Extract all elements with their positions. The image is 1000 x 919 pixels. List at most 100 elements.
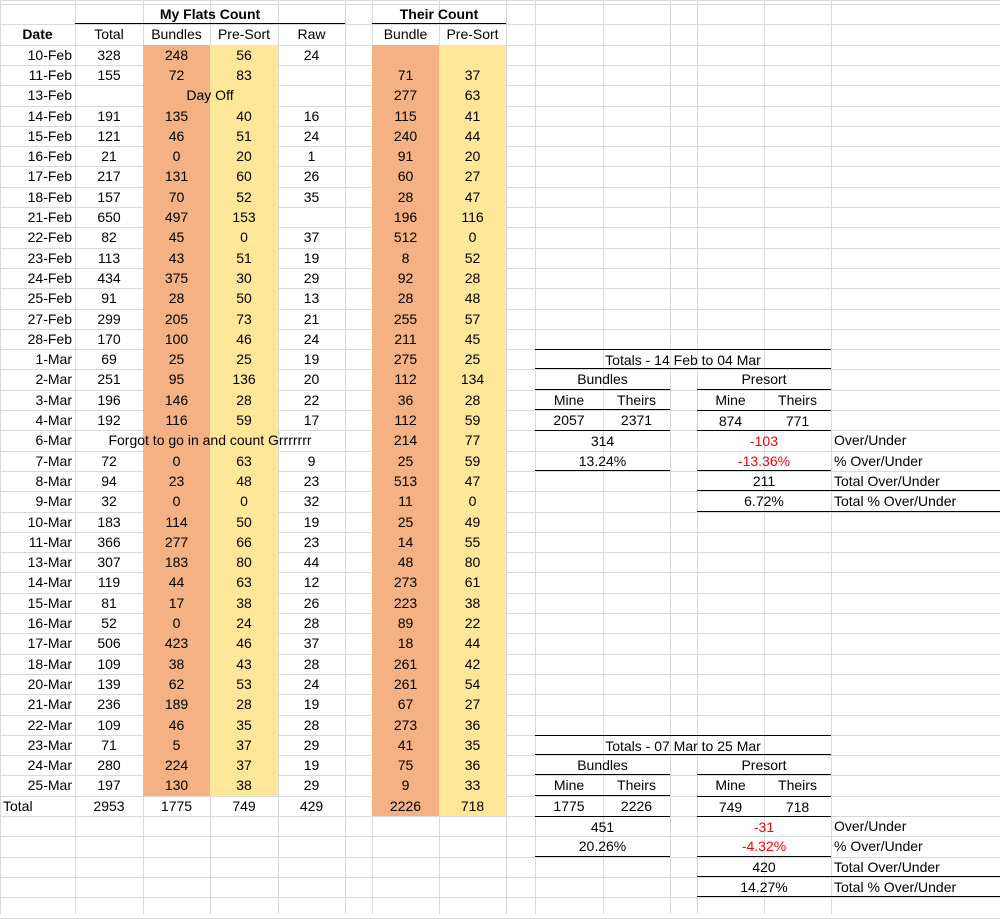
bundles-cell[interactable]: 0: [172, 493, 181, 509]
my-flats-header[interactable]: My Flats Count: [75, 4, 345, 24]
their-bundle-cell[interactable]: 75: [397, 757, 414, 773]
their-presort-cell[interactable]: 47: [464, 189, 481, 205]
their-presort-cell[interactable]: 0: [468, 493, 477, 509]
presort-cell[interactable]: 53: [236, 676, 252, 692]
bundles-cell[interactable]: 25: [168, 351, 185, 367]
presort-cell[interactable]: 40: [236, 108, 252, 124]
their-bundle-cell[interactable]: [372, 45, 439, 65]
their-presort-cell[interactable]: 36: [464, 757, 481, 773]
date-cell[interactable]: 2-Mar: [35, 371, 72, 387]
their-presort-cell[interactable]: 57: [464, 311, 481, 327]
total-cell[interactable]: 236: [97, 696, 121, 712]
their-bundle-cell[interactable]: 8: [401, 250, 410, 266]
summary-presort-mine[interactable]: 749: [697, 796, 764, 816]
summary-presort-theirs[interactable]: 771: [764, 410, 831, 430]
bundles-header[interactable]: Bundles: [151, 26, 202, 42]
their-presort-cell[interactable]: 38: [464, 595, 481, 611]
bundles-cell[interactable]: 135: [164, 108, 189, 124]
raw-cell[interactable]: 35: [303, 189, 320, 205]
summary-bundles-pct[interactable]: 20.26%: [535, 836, 670, 857]
total-cell[interactable]: 81: [101, 595, 117, 611]
their-bundle-cell[interactable]: 240: [393, 128, 418, 144]
their-bundle-cell[interactable]: 211: [394, 331, 417, 347]
bundles-cell[interactable]: 5: [172, 737, 181, 753]
total-cell[interactable]: 217: [97, 168, 121, 184]
summary-bundles-diff[interactable]: 451: [535, 816, 670, 836]
bundles-cell[interactable]: 23: [168, 473, 185, 489]
raw-cell[interactable]: 17: [303, 412, 320, 428]
date-cell[interactable]: 24-Feb: [27, 270, 72, 286]
bundles-cell[interactable]: 146: [164, 392, 189, 408]
date-cell[interactable]: 22-Mar: [27, 717, 72, 733]
presort-cell[interactable]: 80: [236, 554, 252, 570]
date-cell[interactable]: 15-Feb: [27, 128, 72, 144]
their-bundle-cell[interactable]: 67: [397, 696, 414, 712]
total-cell[interactable]: 191: [97, 108, 121, 124]
their-bundle-cell[interactable]: 275: [393, 351, 418, 367]
total-cell[interactable]: 82: [101, 229, 117, 245]
bundles-cell[interactable]: 44: [168, 574, 185, 590]
their-bundle-cell[interactable]: 273: [393, 717, 418, 733]
date-cell[interactable]: 18-Mar: [27, 656, 72, 672]
summary-bundles-mine[interactable]: 2057: [553, 412, 585, 428]
raw-cell[interactable]: [278, 207, 345, 227]
raw-cell[interactable]: 23: [303, 473, 320, 489]
bundles-cell[interactable]: 72: [168, 67, 185, 83]
presort-cell[interactable]: 63: [236, 453, 252, 469]
date-cell[interactable]: 11-Mar: [28, 534, 72, 550]
date-header[interactable]: Date: [22, 26, 53, 42]
date-cell[interactable]: 8-Mar: [35, 473, 72, 489]
bundles-cell[interactable]: 43: [168, 250, 185, 266]
raw-cell[interactable]: 19: [303, 696, 320, 712]
raw-cell[interactable]: 9: [307, 453, 316, 469]
total-cell[interactable]: 183: [97, 514, 121, 530]
date-cell[interactable]: 22-Feb: [27, 229, 72, 245]
their-presort-cell[interactable]: 36: [464, 717, 481, 733]
date-cell[interactable]: 11-Feb: [28, 67, 72, 83]
total-cell[interactable]: 71: [101, 737, 117, 753]
summary-total-diff[interactable]: 211: [697, 471, 831, 491]
total-bundles[interactable]: 1775: [160, 798, 193, 814]
total-cell[interactable]: 197: [97, 777, 121, 793]
total-cell[interactable]: 32: [101, 493, 117, 509]
date-cell[interactable]: 13-Feb: [27, 87, 72, 103]
summary-presort-theirs-label[interactable]: Theirs: [778, 777, 817, 793]
total-cell[interactable]: 109: [97, 656, 121, 672]
their-bundle-cell[interactable]: 89: [397, 615, 414, 631]
presort-cell[interactable]: 51: [236, 128, 252, 144]
their-count-header[interactable]: Their Count: [372, 4, 506, 24]
bundles-cell[interactable]: 205: [164, 311, 189, 327]
raw-cell[interactable]: 28: [303, 656, 320, 672]
their-presort-cell[interactable]: 54: [464, 676, 481, 692]
bundles-cell[interactable]: 62: [168, 676, 185, 692]
note-cell[interactable]: Forgot to go in and count Grrrrrrr: [108, 432, 312, 448]
presort-cell[interactable]: 50: [236, 290, 252, 306]
their-presort-cell[interactable]: 61: [464, 574, 481, 590]
their-presort-cell[interactable]: 116: [461, 209, 484, 225]
their-bundle-header[interactable]: Bundle: [383, 26, 428, 42]
presort-cell[interactable]: 0: [240, 229, 248, 245]
their-bundle-cell[interactable]: 60: [397, 168, 414, 184]
presort-cell[interactable]: 37: [236, 757, 252, 773]
presort-cell[interactable]: 153: [232, 209, 256, 225]
their-bundle-cell[interactable]: 277: [393, 87, 418, 103]
summary-bundles-theirs[interactable]: 2226: [620, 798, 653, 814]
presort-cell[interactable]: 0: [240, 493, 248, 509]
their-bundle-cell[interactable]: 9: [401, 777, 410, 793]
date-cell[interactable]: 7-Mar: [35, 453, 72, 469]
total-cell[interactable]: 69: [101, 351, 117, 367]
total-cell[interactable]: 72: [101, 453, 117, 469]
their-presort-cell[interactable]: 49: [464, 514, 481, 530]
date-cell[interactable]: 9-Mar: [35, 493, 72, 509]
summary-presort-theirs-label[interactable]: Theirs: [778, 392, 817, 408]
summary-total-pct[interactable]: 6.72%: [697, 491, 831, 512]
their-bundle-cell[interactable]: 261: [393, 676, 418, 692]
summary-bundles-mine-label[interactable]: Mine: [535, 390, 603, 410]
their-bundle-cell[interactable]: 115: [394, 108, 417, 124]
presort-cell[interactable]: 56: [236, 47, 252, 63]
summary-bundles-label[interactable]: Bundles: [535, 369, 670, 390]
presort-cell[interactable]: 28: [236, 392, 252, 408]
presort-cell[interactable]: 20: [236, 148, 252, 164]
date-cell[interactable]: 3-Mar: [35, 392, 72, 408]
